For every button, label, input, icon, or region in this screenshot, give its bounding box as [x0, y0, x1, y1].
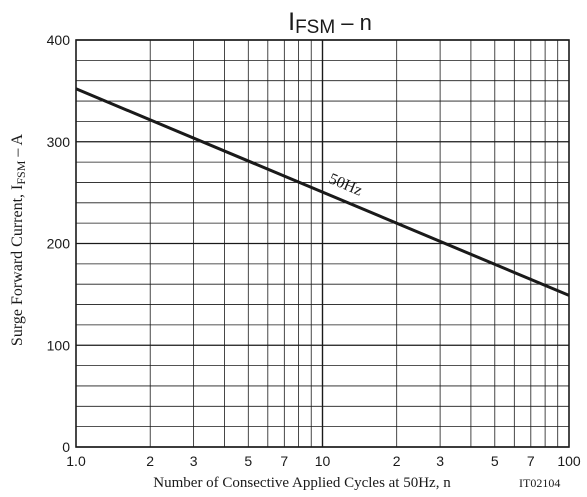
- y-tick-label: 0: [62, 439, 70, 455]
- x-tick-label: 7: [280, 453, 288, 469]
- x-tick-label: 5: [244, 453, 252, 469]
- y-axis-label-suffix: – A: [9, 133, 26, 160]
- y-tick-label: 400: [47, 32, 71, 48]
- y-tick-label: 100: [47, 337, 71, 353]
- document-code: IT02104: [519, 476, 560, 490]
- y-tick-label: 300: [47, 134, 71, 150]
- y-axis-label-prefix: Surge Forward Current, I: [9, 185, 26, 346]
- y-tick-label: 200: [47, 236, 71, 252]
- x-tick-label: 2: [146, 453, 154, 469]
- plot-frame: [75, 39, 570, 448]
- x-tick-label: 10: [315, 453, 331, 469]
- chart-title-main: I: [288, 8, 295, 36]
- series-line-50hz: [75, 87, 570, 297]
- x-axis-label: Number of Consective Applied Cycles at 5…: [153, 475, 451, 491]
- x-tick-label: 1.0: [66, 453, 86, 469]
- y-axis-label: Surge Forward Current, IFSM – A: [9, 133, 28, 346]
- x-tick-label: 3: [436, 453, 444, 469]
- x-tick-label: 7: [527, 453, 535, 469]
- tick-labels: 1.0 2 3 5 7 10 2 3 5 7 100 0 100 200 300 400: [47, 32, 581, 469]
- x-tick-label: 2: [393, 453, 401, 469]
- y-axis-label-sub: FSM: [14, 160, 28, 184]
- chart-title-sub: FSM: [295, 17, 335, 38]
- x-tick-label: 3: [190, 453, 198, 469]
- x-tick-label: 100: [557, 453, 581, 469]
- x-tick-label: 5: [491, 453, 499, 469]
- chart-title: IFSM – n: [288, 8, 372, 38]
- chart-title-suffix: – n: [335, 10, 372, 35]
- grid: [75, 39, 570, 448]
